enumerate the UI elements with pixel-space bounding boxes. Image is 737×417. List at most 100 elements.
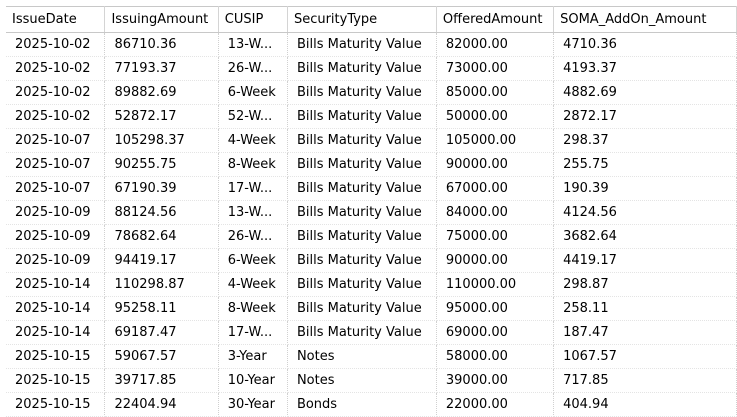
- cell: 105298.37: [104, 128, 219, 153]
- column-header: SOMA_AddOn_Amount: [553, 6, 737, 33]
- column-header: IssueDate: [6, 6, 106, 33]
- cell: 4710.36: [553, 32, 737, 57]
- cell: 39717.85: [104, 368, 219, 393]
- cell: 67000.00: [436, 176, 555, 201]
- data-row: 2025-10-09 78682.64 26-W... Bills Maturity …: [6, 224, 737, 249]
- cell: 94419.17: [104, 248, 219, 273]
- cell: 22000.00: [436, 392, 555, 417]
- data-row: 2025-10-07 67190.39 17-W... Bills Maturity …: [6, 176, 737, 201]
- cell: 8-Week: [218, 152, 288, 177]
- column-header: CUSIP: [218, 6, 288, 33]
- data-row: 2025-10-02 52872.17 52-W... Bills Maturity …: [6, 104, 737, 129]
- header-row: IssueDate IssuingAmount CUSIP SecurityType O…: [6, 6, 737, 33]
- cell: 2025-10-14: [6, 296, 106, 321]
- cell: 2025-10-15: [6, 344, 106, 369]
- data-row: 2025-10-15 22404.94 30-Year Bonds 22000.00 40…: [6, 392, 737, 417]
- cell: Bills Maturity Value: [287, 152, 437, 177]
- cell: 110000.00: [436, 272, 555, 297]
- cell: Bills Maturity Value: [287, 248, 437, 273]
- cell: 1067.57: [553, 344, 737, 369]
- column-header: OfferedAmount: [436, 6, 555, 33]
- data-row: 2025-10-15 59067.57 3-Year Notes 58000.00 106…: [6, 344, 737, 369]
- cell: 187.47: [553, 320, 737, 345]
- cell: 84000.00: [436, 200, 555, 225]
- results-table: IssueDate IssuingAmount CUSIP SecurityType O…: [6, 6, 737, 417]
- cell: 26-W...: [218, 56, 288, 81]
- cell: 4-Week: [218, 128, 288, 153]
- cell: 2025-10-15: [6, 368, 106, 393]
- data-row: 2025-10-14 69187.47 17-W... Bills Maturity …: [6, 320, 737, 345]
- cell: Notes: [287, 368, 437, 393]
- cell: 2025-10-07: [6, 176, 106, 201]
- cell: 2025-10-02: [6, 80, 106, 105]
- cell: 2025-10-07: [6, 152, 106, 177]
- data-row: 2025-10-07 105298.37 4-Week Bills Maturity …: [6, 128, 737, 153]
- data-row: 2025-10-02 77193.37 26-W... Bills Maturity …: [6, 56, 737, 81]
- cell: 89882.69: [104, 80, 219, 105]
- cell: 58000.00: [436, 344, 555, 369]
- cell: 258.11: [553, 296, 737, 321]
- cell: 17-W...: [218, 176, 288, 201]
- cell: 95258.11: [104, 296, 219, 321]
- cell: 255.75: [553, 152, 737, 177]
- cell: 2025-10-14: [6, 272, 106, 297]
- cell: 298.37: [553, 128, 737, 153]
- cell: 26-W...: [218, 224, 288, 249]
- cell: 3682.64: [553, 224, 737, 249]
- cell: 6-Week: [218, 248, 288, 273]
- cell: 717.85: [553, 368, 737, 393]
- data-row: 2025-10-14 95258.11 8-Week Bills Maturity V…: [6, 296, 737, 321]
- cell: 75000.00: [436, 224, 555, 249]
- cell: 110298.87: [104, 272, 219, 297]
- data-row: 2025-10-02 89882.69 6-Week Bills Maturity V…: [6, 80, 737, 105]
- cell: Bills Maturity Value: [287, 272, 437, 297]
- cell: 50000.00: [436, 104, 555, 129]
- column-header: SecurityType: [287, 6, 437, 33]
- cell: 6-Week: [218, 80, 288, 105]
- cell: 105000.00: [436, 128, 555, 153]
- cell: 2025-10-07: [6, 128, 106, 153]
- table-body: 2025-10-02 86710.36 13-W... Bills Maturity …: [6, 32, 737, 417]
- data-row: 2025-10-09 88124.56 13-W... Bills Maturity …: [6, 200, 737, 225]
- cell: 90255.75: [104, 152, 219, 177]
- cell: 13-W...: [218, 32, 288, 57]
- data-row: 2025-10-07 90255.75 8-Week Bills Maturity V…: [6, 152, 737, 177]
- cell: Bills Maturity Value: [287, 224, 437, 249]
- cell: 10-Year: [218, 368, 288, 393]
- cell: Bills Maturity Value: [287, 128, 437, 153]
- cell: Bills Maturity Value: [287, 56, 437, 81]
- cell: 86710.36: [104, 32, 219, 57]
- cell: 22404.94: [104, 392, 219, 417]
- cell: 77193.37: [104, 56, 219, 81]
- cell: Bills Maturity Value: [287, 320, 437, 345]
- cell: Notes: [287, 344, 437, 369]
- cell: 13-W...: [218, 200, 288, 225]
- cell: 4193.37: [553, 56, 737, 81]
- cell: 4882.69: [553, 80, 737, 105]
- cell: 30-Year: [218, 392, 288, 417]
- cell: 4-Week: [218, 272, 288, 297]
- cell: Bills Maturity Value: [287, 200, 437, 225]
- column-header: IssuingAmount: [104, 6, 219, 33]
- cell: 8-Week: [218, 296, 288, 321]
- cell: 2025-10-09: [6, 200, 106, 225]
- cell: Bills Maturity Value: [287, 104, 437, 129]
- cell: Bills Maturity Value: [287, 80, 437, 105]
- data-row: 2025-10-15 39717.85 10-Year Notes 39000.00 71…: [6, 368, 737, 393]
- cell: 78682.64: [104, 224, 219, 249]
- cell: 404.94: [553, 392, 737, 417]
- cell: 2025-10-09: [6, 248, 106, 273]
- cell: 52-W...: [218, 104, 288, 129]
- cell: 2025-10-02: [6, 56, 106, 81]
- cell: 85000.00: [436, 80, 555, 105]
- cell: 2025-10-02: [6, 32, 106, 57]
- cell: 4419.17: [553, 248, 737, 273]
- data-row: 2025-10-02 86710.36 13-W... Bills Maturity …: [6, 32, 737, 57]
- cell: 67190.39: [104, 176, 219, 201]
- cell: 2872.17: [553, 104, 737, 129]
- cell: Bills Maturity Value: [287, 296, 437, 321]
- cell: 90000.00: [436, 248, 555, 273]
- cell: 90000.00: [436, 152, 555, 177]
- data-row: 2025-10-09 94419.17 6-Week Bills Maturity V…: [6, 248, 737, 273]
- cell: Bills Maturity Value: [287, 176, 437, 201]
